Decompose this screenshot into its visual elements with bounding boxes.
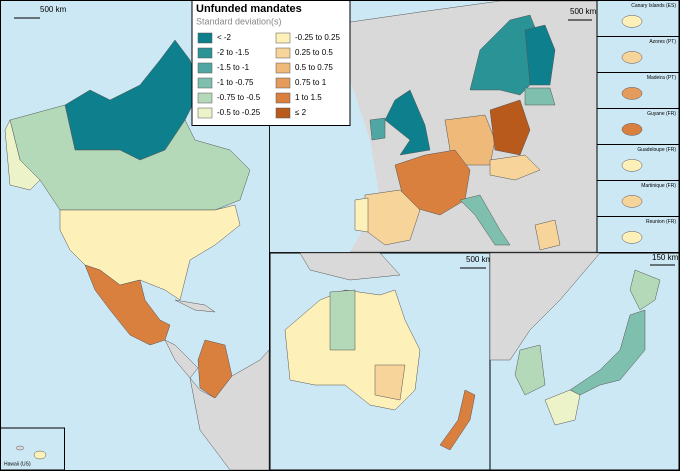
legend-label: ≤ 2 <box>295 108 307 117</box>
legend-swatch <box>197 32 213 44</box>
inset-label: Hawaii (US) <box>4 461 31 467</box>
region <box>544 389 581 426</box>
inset-label: Guyane (FR) <box>647 111 676 117</box>
legend-subtitle: Standard deviation(s) <box>196 16 282 26</box>
legend-label: -0.75 to -0.5 <box>217 93 261 102</box>
inset-label: Madeira (PT) <box>647 75 677 81</box>
legend-label: 0.75 to 1 <box>295 78 327 87</box>
legend-swatch <box>197 92 213 104</box>
region <box>621 87 643 100</box>
region <box>629 269 661 311</box>
legend-swatch <box>197 62 213 74</box>
inset-label: Guadeloupe (FR) <box>637 147 676 153</box>
legend-swatch <box>275 77 291 89</box>
legend-label: -2 to -1.5 <box>217 48 250 57</box>
region <box>621 15 643 28</box>
region <box>489 99 531 156</box>
region <box>524 87 556 106</box>
region <box>197 339 233 399</box>
legend-swatch <box>275 62 291 74</box>
legend-swatch <box>275 92 291 104</box>
region <box>384 89 431 156</box>
region <box>9 104 251 211</box>
legend-label: < -2 <box>217 33 232 42</box>
legend-title: Unfunded mandates <box>196 3 302 15</box>
region <box>621 51 643 64</box>
scale-label: 500 km <box>466 255 493 264</box>
land <box>189 349 270 471</box>
scale-label: 500 km <box>40 5 67 14</box>
legend-label: 0.5 to 0.75 <box>295 63 333 72</box>
region <box>621 159 643 172</box>
legend: < -2 -2 to -1.5 -1.5 to -1 -1 to -0.75 -0.75… <box>197 32 340 119</box>
region <box>439 389 476 451</box>
legend-label: -0.5 to -0.25 <box>217 108 261 117</box>
region <box>514 344 546 396</box>
legend-box <box>191 0 351 126</box>
inset-label: Martinique (FR) <box>641 183 676 189</box>
legend-label: -1 to -0.75 <box>217 78 254 87</box>
region <box>374 364 406 401</box>
region <box>569 309 646 396</box>
region <box>4 119 41 191</box>
land <box>174 299 216 313</box>
region <box>33 450 47 460</box>
legend-label: -1.5 to -1 <box>217 63 250 72</box>
region <box>84 264 171 346</box>
legend-swatch <box>197 107 213 119</box>
scale-label: 150 km <box>652 253 679 262</box>
inset-label: Canary Islands (ES) <box>631 3 676 9</box>
region <box>524 24 556 86</box>
inset-label: Reunion (FR) <box>646 219 676 225</box>
legend-swatch <box>197 47 213 59</box>
legend-label: -0.25 to 0.25 <box>295 33 340 42</box>
land <box>299 252 401 281</box>
land <box>164 339 199 379</box>
region <box>329 289 356 351</box>
region <box>621 231 643 244</box>
legend-swatch <box>275 47 291 59</box>
region <box>369 117 386 141</box>
region <box>621 123 643 136</box>
land <box>15 445 25 451</box>
region <box>489 154 541 181</box>
legend-swatch <box>275 32 291 44</box>
inset-label: Azores (PT) <box>649 39 676 45</box>
legend-swatch <box>197 77 213 89</box>
insets: Canary Islands (ES) Azores (PT) Madeira (P… <box>596 0 680 253</box>
legend-label: 1 to 1.5 <box>295 93 322 102</box>
legend-swatch <box>275 107 291 119</box>
legend-label: 0.25 to 0.5 <box>295 48 333 57</box>
region <box>459 194 511 246</box>
region <box>354 197 369 233</box>
region <box>59 204 241 301</box>
region <box>621 195 643 208</box>
inset-hawaii <box>0 427 65 471</box>
region <box>534 219 561 251</box>
land <box>489 252 601 361</box>
scale-label: 500 km <box>570 7 597 16</box>
